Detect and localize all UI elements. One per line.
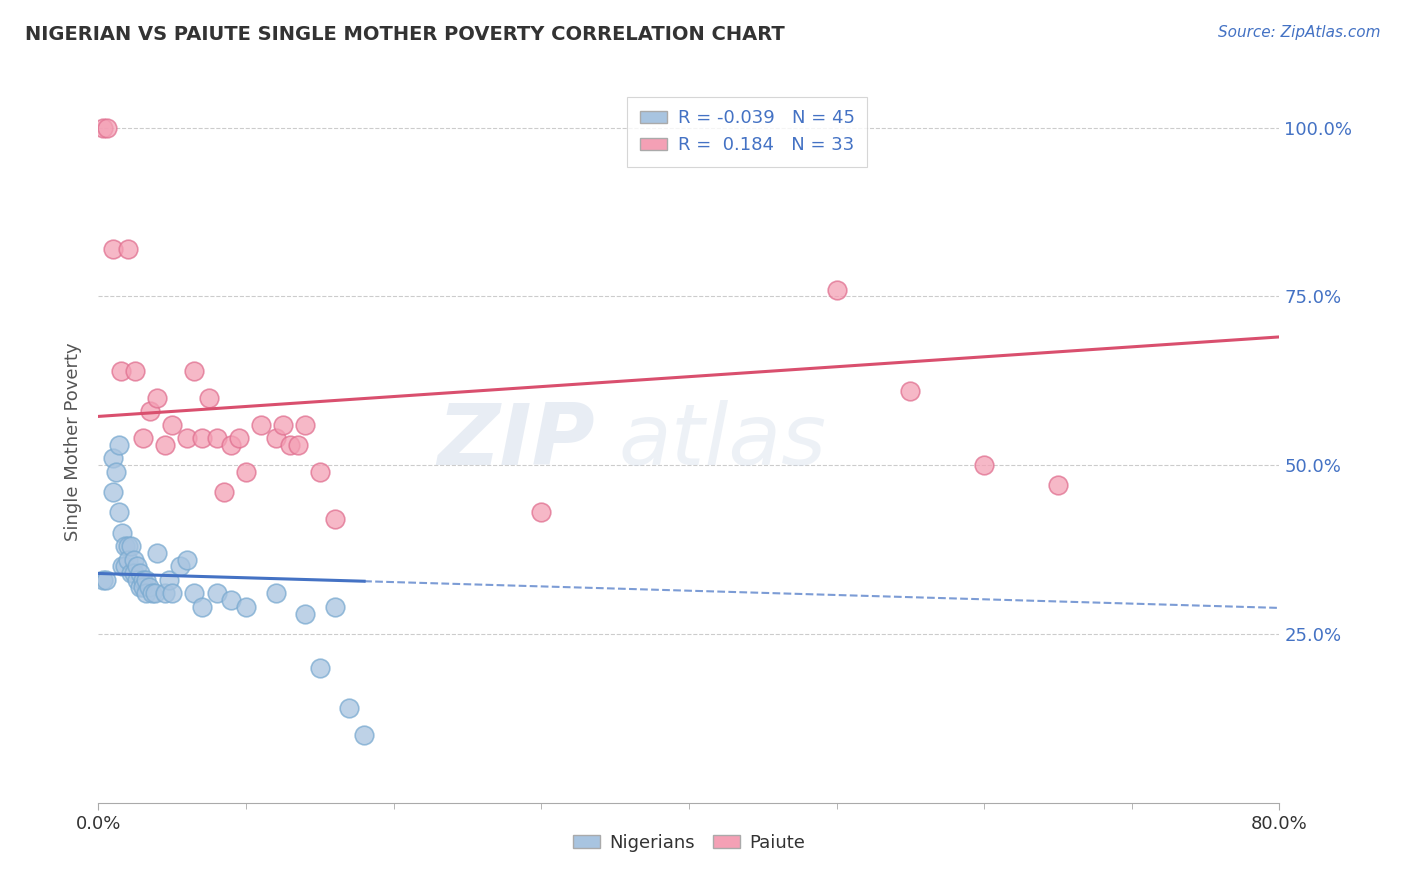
Point [228,431,250,445]
Point [323,512,346,526]
Text: Source: ZipAtlas.com: Source: ZipAtlas.com [1218,25,1381,40]
Point [114,539,136,553]
Point [309,661,332,675]
Point [103,242,125,256]
Point [294,417,316,432]
Point [138,580,160,594]
Point [120,566,142,581]
Point [110,364,132,378]
Point [353,728,375,742]
Point [235,465,257,479]
Point [96,120,118,135]
Point [117,552,139,566]
Point [205,431,228,445]
Point [139,404,162,418]
Point [146,391,169,405]
Point [825,283,848,297]
Point [530,505,553,519]
Point [117,539,139,553]
Point [198,391,221,405]
Point [157,573,180,587]
Point [105,465,128,479]
Point [287,438,309,452]
Point [125,559,148,574]
Point [108,505,131,519]
Point [132,573,155,587]
Point [162,417,183,432]
Point [122,552,145,566]
Point [141,586,163,600]
Point [122,566,145,581]
Point [169,559,191,574]
Point [125,573,148,587]
Point [176,552,198,566]
Point [143,586,166,600]
Point [900,384,922,398]
Point [339,701,361,715]
Point [205,586,228,600]
Point [146,546,169,560]
Point [323,599,346,614]
Point [183,364,205,378]
Point [221,593,243,607]
Text: NIGERIAN VS PAIUTE SINGLE MOTHER POVERTY CORRELATION CHART: NIGERIAN VS PAIUTE SINGLE MOTHER POVERTY… [25,25,785,44]
Legend: Nigerians, Paiute: Nigerians, Paiute [565,826,813,859]
Point [191,599,214,614]
Point [91,573,114,587]
Point [111,559,134,574]
Text: ZIP: ZIP [437,400,595,483]
Point [212,485,235,500]
Point [183,586,205,600]
Point [111,525,134,540]
Point [309,465,332,479]
Point [280,438,302,452]
Point [117,242,139,256]
Point [128,566,150,581]
Y-axis label: Single Mother Poverty: Single Mother Poverty [65,343,83,541]
Point [153,586,176,600]
Point [132,431,155,445]
Point [103,485,125,500]
Point [162,586,183,600]
Point [271,417,294,432]
Point [221,438,243,452]
Point [191,431,214,445]
Point [135,573,157,587]
Point [1046,478,1070,492]
Point [264,431,287,445]
Point [124,364,146,378]
Point [973,458,995,472]
Point [94,573,117,587]
Point [108,438,131,452]
Point [103,451,125,466]
Point [264,586,287,600]
Point [235,599,257,614]
Point [114,559,136,574]
Point [128,580,150,594]
Text: atlas: atlas [619,400,827,483]
Point [294,607,316,621]
Point [250,417,273,432]
Point [176,431,198,445]
Point [120,539,142,553]
Point [132,580,155,594]
Point [135,586,157,600]
Point [153,438,176,452]
Point [91,120,114,135]
